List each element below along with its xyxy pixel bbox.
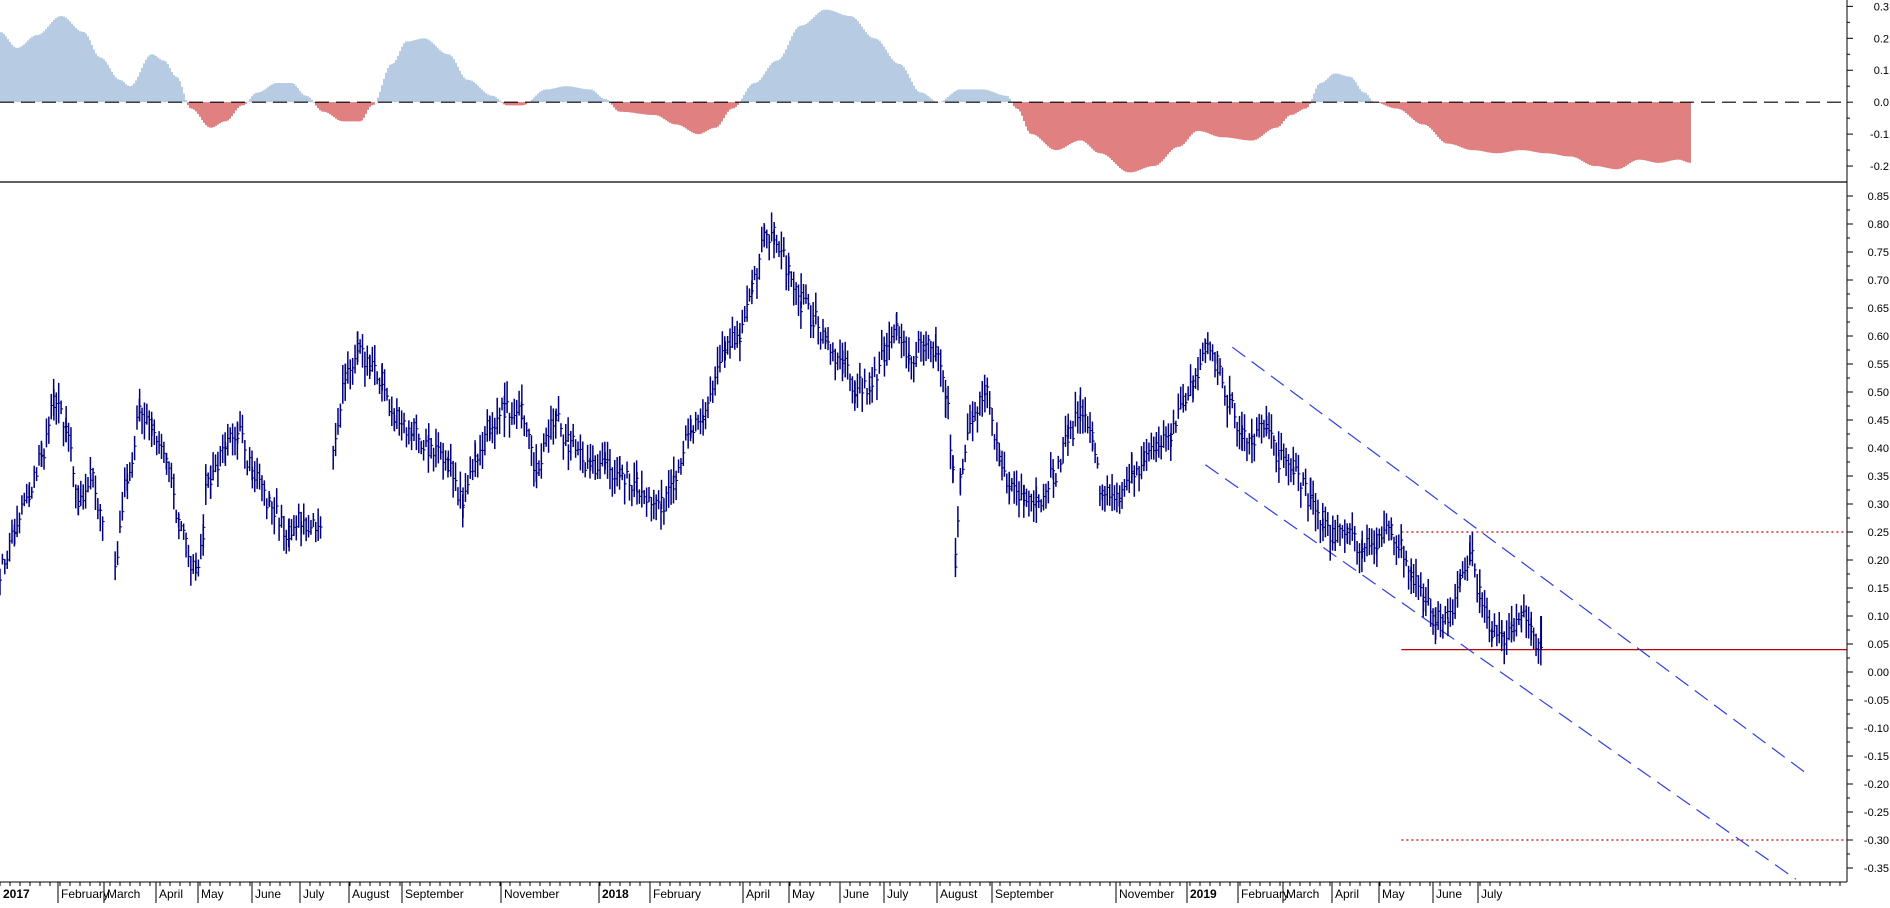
price-bars xyxy=(0,212,1543,666)
x-month-label: September xyxy=(405,887,464,901)
price-y-tick-label: -0.35 xyxy=(1864,863,1889,875)
price-y-tick-label: 0.20 xyxy=(1868,555,1889,567)
price-y-tick-label: 0.70 xyxy=(1868,275,1889,287)
oscillator-y-tick-label: 0.2 xyxy=(1874,33,1889,45)
x-month-label: June xyxy=(255,887,281,901)
channel-lower-line xyxy=(1205,464,1797,880)
price-y-tick-label: -0.25 xyxy=(1864,807,1889,819)
price-y-tick-label: 0.30 xyxy=(1868,499,1889,511)
price-y-tick-label: 0.35 xyxy=(1868,471,1889,483)
x-month-label: August xyxy=(940,887,978,901)
price-y-tick-label: 0.05 xyxy=(1868,639,1889,651)
x-month-label: July xyxy=(1481,887,1502,901)
oscillator-y-tick-label: 0.3 xyxy=(1874,1,1889,13)
x-month-label: May xyxy=(201,887,224,901)
support-resistance-levels xyxy=(1401,531,1847,841)
price-y-tick-label: 0.00 xyxy=(1868,667,1889,679)
price-y-tick-label: 0.10 xyxy=(1868,611,1889,623)
price-y-tick-label: 0.15 xyxy=(1868,583,1889,595)
x-month-label: June xyxy=(843,887,869,901)
price-y-tick-label: -0.20 xyxy=(1864,779,1889,791)
price-y-tick-label: 0.25 xyxy=(1868,527,1889,539)
oscillator-y-tick-label: -0.1 xyxy=(1870,129,1889,141)
price-y-axis: 0.85 0.80 0.75 0.70 0.65 0.60 0.55 0.50 0.45 0.40… xyxy=(1847,191,1889,875)
oscillator-y-tick-label: 0.0 xyxy=(1874,97,1889,109)
x-month-label: May xyxy=(1382,887,1405,901)
price-y-tick-label: 0.40 xyxy=(1868,443,1889,455)
x-month-label: September xyxy=(995,887,1054,901)
price-y-tick-label: -0.15 xyxy=(1864,751,1889,763)
x-month-label: August xyxy=(352,887,390,901)
x-year-label: 2018 xyxy=(602,887,629,901)
price-y-tick-label: 0.85 xyxy=(1868,191,1889,203)
x-month-label: February xyxy=(61,887,109,901)
price-y-tick-label: -0.30 xyxy=(1864,835,1889,847)
x-year-label: 2017 xyxy=(3,887,30,901)
price-y-tick-label: 0.45 xyxy=(1868,415,1889,427)
oscillator-bars xyxy=(0,9,1691,173)
x-month-label: March xyxy=(107,887,140,901)
price-y-tick-label: 0.60 xyxy=(1868,331,1889,343)
oscillator-y-axis: 0.3 0.2 0.1 0.0 -0.1 -0.2 xyxy=(1847,1,1889,173)
x-month-label: November xyxy=(504,887,559,901)
x-month-label: July xyxy=(303,887,324,901)
x-month-label: April xyxy=(1335,887,1359,901)
price-y-tick-label: 0.55 xyxy=(1868,359,1889,371)
x-month-label: April xyxy=(746,887,770,901)
x-month-label: May xyxy=(792,887,815,901)
oscillator-y-tick-label: -0.2 xyxy=(1870,161,1889,173)
price-y-tick-label: -0.10 xyxy=(1864,723,1889,735)
price-y-tick-label: 0.50 xyxy=(1868,387,1889,399)
x-month-label: June xyxy=(1436,887,1462,901)
x-month-label: July xyxy=(887,887,908,901)
x-year-label: 2019 xyxy=(1190,887,1217,901)
price-y-tick-label: 0.80 xyxy=(1868,219,1889,231)
x-month-label: March xyxy=(1286,887,1319,901)
oscillator-y-tick-label: 0.1 xyxy=(1874,65,1889,77)
x-month-label: February xyxy=(653,887,701,901)
price-y-tick-label: -0.05 xyxy=(1864,695,1889,707)
price-y-tick-label: 0.65 xyxy=(1868,303,1889,315)
trend-channel xyxy=(1205,346,1807,880)
x-month-label: February xyxy=(1241,887,1289,901)
price-y-tick-label: 0.75 xyxy=(1868,247,1889,259)
x-month-label: April xyxy=(159,887,183,901)
x-month-label: November xyxy=(1119,887,1174,901)
